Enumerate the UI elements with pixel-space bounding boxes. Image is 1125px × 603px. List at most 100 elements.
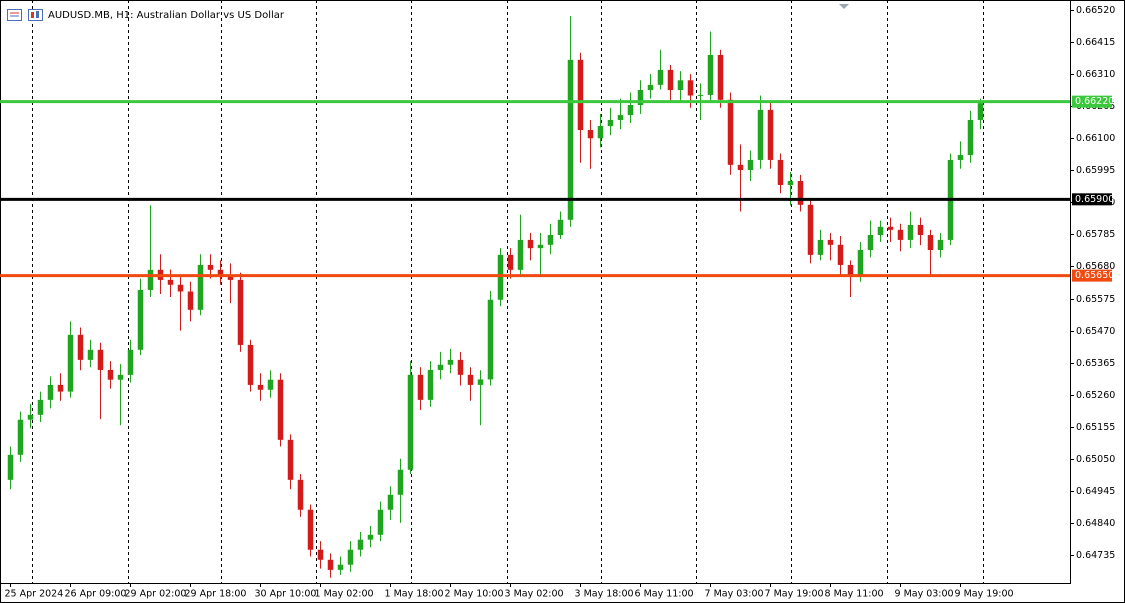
candle-body xyxy=(457,359,464,375)
icon-window xyxy=(7,9,22,21)
x-tick-label: 8 May 11:00 xyxy=(825,589,884,600)
period-separators xyxy=(32,0,984,583)
candle-body xyxy=(657,69,664,85)
icon-bar xyxy=(31,12,34,18)
y-tick-label: 0.65470 xyxy=(1076,326,1115,337)
candle-body xyxy=(27,414,34,420)
candle-body xyxy=(447,359,454,365)
candle-body xyxy=(797,181,804,205)
candle-body xyxy=(697,94,704,96)
candle-body xyxy=(617,115,624,120)
candle-body xyxy=(687,80,694,96)
candle-body xyxy=(527,239,534,249)
candle-body xyxy=(867,235,874,250)
candle-body xyxy=(327,559,334,570)
candle-body xyxy=(807,204,814,255)
y-tick-label: 0.65365 xyxy=(1076,358,1115,369)
candle-body xyxy=(517,239,524,270)
icon-chart xyxy=(28,9,43,21)
candle-body xyxy=(47,384,54,400)
candle-body xyxy=(67,334,74,392)
y-tick-label: 0.64945 xyxy=(1076,486,1115,497)
candle-body xyxy=(277,379,284,440)
x-tick-label: 3 May 18:00 xyxy=(575,589,634,600)
candles xyxy=(7,16,984,578)
y-tick-label: 0.64840 xyxy=(1076,518,1115,529)
candle-body xyxy=(237,279,244,345)
candle-body xyxy=(927,235,934,250)
y-tick-label: 0.65260 xyxy=(1076,390,1115,401)
candle-body xyxy=(337,564,344,570)
y-tick-label: 0.65050 xyxy=(1076,454,1115,465)
candle-body xyxy=(197,264,204,310)
y-tick-label: 0.64735 xyxy=(1076,550,1115,561)
candle-body xyxy=(627,105,634,116)
candle-body xyxy=(437,364,444,370)
x-tick-label: 9 May 19:00 xyxy=(955,589,1014,600)
y-tick-label: 0.66100 xyxy=(1076,133,1115,144)
candle-body xyxy=(647,84,654,91)
y-tick-label: 0.65995 xyxy=(1076,165,1115,176)
candle-body xyxy=(597,126,604,139)
candle-body xyxy=(737,164,744,171)
candle-body xyxy=(957,155,964,160)
candle-body xyxy=(177,284,184,292)
candle-body xyxy=(227,275,234,280)
candle-body xyxy=(637,90,644,106)
candle-body xyxy=(717,54,724,100)
candle-body xyxy=(297,479,304,510)
candle-body xyxy=(307,509,314,550)
candle-body xyxy=(257,384,264,390)
x-tick-label: 7 May 19:00 xyxy=(765,589,824,600)
candle-body xyxy=(857,249,864,276)
x-tick-label: 26 Apr 09:00 xyxy=(65,589,127,600)
candle-body xyxy=(667,69,674,91)
x-tick-label: 3 May 02:00 xyxy=(505,589,564,600)
candle-body xyxy=(497,254,504,300)
x-tick-label: 6 May 11:00 xyxy=(635,589,694,600)
candle-body xyxy=(417,374,424,400)
candle-body xyxy=(757,109,764,160)
candle-body xyxy=(917,224,924,236)
candle-body xyxy=(367,534,374,540)
candle-body xyxy=(727,99,734,165)
candle-body xyxy=(97,349,104,370)
candle-body xyxy=(747,159,754,171)
title-icons xyxy=(7,9,43,21)
candle-body xyxy=(567,59,574,220)
candle-body xyxy=(87,349,94,360)
candle-body xyxy=(587,130,594,139)
candle-body xyxy=(967,119,974,156)
candle-body xyxy=(247,344,254,385)
candle-body xyxy=(767,109,774,160)
candle-body xyxy=(187,291,194,310)
candle-body xyxy=(977,103,984,120)
candle-body xyxy=(897,229,904,240)
candle-body xyxy=(817,239,824,255)
candle-body xyxy=(467,374,474,385)
candle-body xyxy=(537,244,544,249)
x-tick-label: 30 Apr 10:00 xyxy=(255,589,317,600)
candle-body xyxy=(887,226,894,230)
candle-body xyxy=(347,549,354,565)
x-tick-label: 25 Apr 2024 xyxy=(5,589,64,600)
candle-body xyxy=(557,219,564,236)
candle-body xyxy=(77,334,84,360)
y-tick-label: 0.66415 xyxy=(1076,37,1115,48)
candle-body xyxy=(137,289,144,350)
candle-body xyxy=(127,349,134,375)
candle-body xyxy=(117,374,124,380)
candle-body xyxy=(827,239,834,245)
x-tick-label: 29 Apr 18:00 xyxy=(185,589,247,600)
candle-body xyxy=(147,269,154,290)
x-tick-label: 2 May 10:00 xyxy=(445,589,504,600)
candle-body xyxy=(787,181,794,185)
candle-body xyxy=(707,54,714,95)
candle-body xyxy=(7,454,14,480)
candle-body xyxy=(477,379,484,385)
candle-body xyxy=(357,539,364,550)
candle-body xyxy=(607,119,614,127)
